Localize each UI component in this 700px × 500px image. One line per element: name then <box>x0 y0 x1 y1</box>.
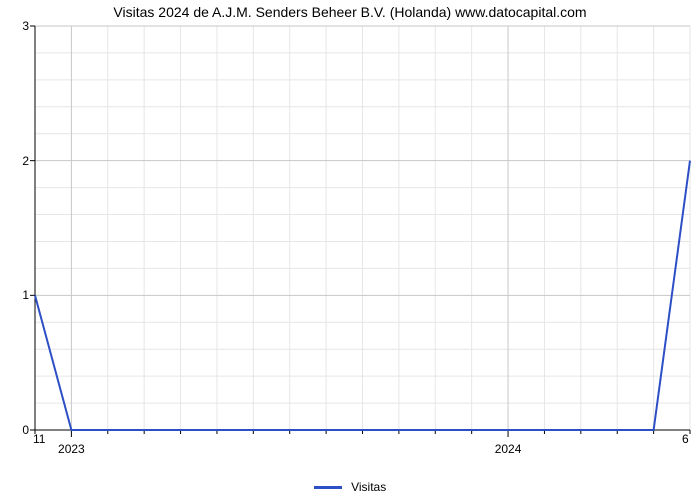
chart-title: Visitas 2024 de A.J.M. Senders Beheer B.… <box>0 4 700 20</box>
x-axis-corner-left: 11 <box>33 432 45 446</box>
y-tick-label: 1 <box>0 288 29 302</box>
y-tick-label: 0 <box>0 423 29 437</box>
chart-legend: Visitas <box>0 479 700 494</box>
legend-label: Visitas <box>351 480 386 494</box>
chart-svg <box>35 26 690 430</box>
y-tick-label: 3 <box>0 19 29 33</box>
x-axis-corner-right: 6 <box>682 432 689 446</box>
chart-plot-area <box>35 26 690 430</box>
x-tick-label: 2024 <box>495 442 522 456</box>
y-tick-label: 2 <box>0 154 29 168</box>
x-tick-label: 2023 <box>58 442 85 456</box>
legend-swatch <box>314 486 342 489</box>
